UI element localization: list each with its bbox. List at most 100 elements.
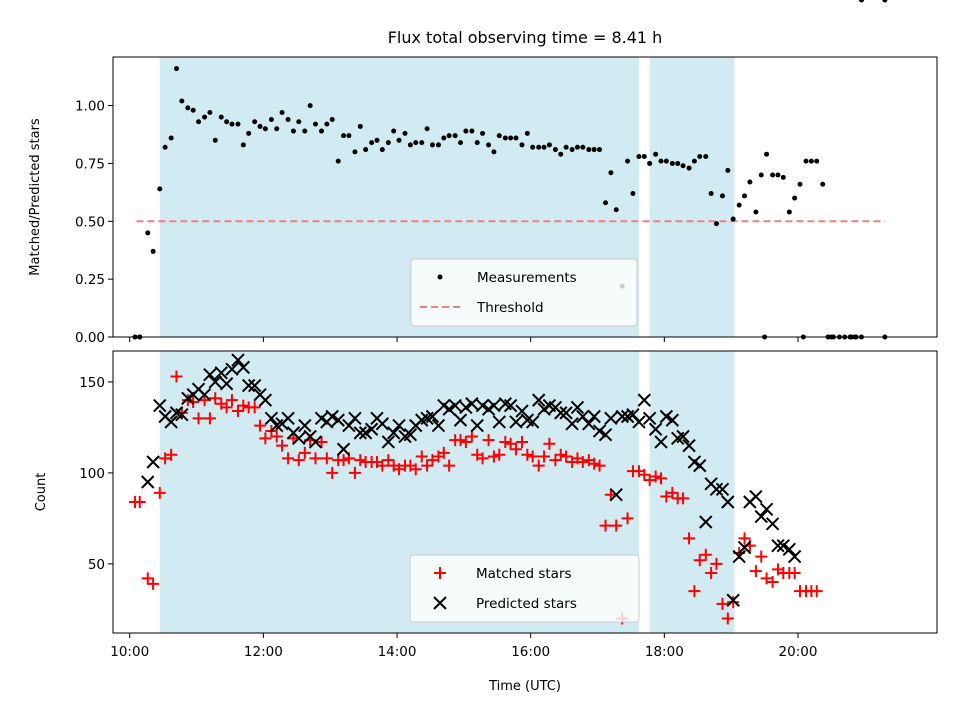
bottom-y-ticks: 50 100 150 [79,375,113,573]
matched-star-point [621,512,634,525]
matched-star-point [276,439,289,452]
measurement-point [630,191,636,197]
y-tick-label: 0.75 [75,156,105,172]
matched-star-point [141,572,154,585]
predicted-star-point [465,397,479,411]
measurement-point [736,202,742,208]
top-y-ticks: 0.00 0.25 0.50 0.75 1.00 [75,99,113,346]
top-panel: 0.00 0.25 0.50 0.75 1.00 Matched/Predicted s… [28,0,938,346]
top-y-axis-label: Matched/Predicted stars [28,118,43,276]
measurement-point [391,128,397,134]
measurement-point [758,172,764,178]
measurement-point [653,151,659,157]
measurement-point [558,151,564,157]
measurement-point [775,172,781,178]
matched-star-point [499,435,512,448]
y-tick-label: 50 [88,557,105,573]
legend-matched-marker [434,567,446,579]
measurement-point [680,163,686,169]
top-axes-frame [112,56,938,338]
measurement-point [413,140,419,146]
measurement-point [369,140,375,146]
measurement-point [569,147,575,153]
predicted-star-point [431,418,446,433]
predicted-star-point [682,438,696,453]
measurement-point [808,158,814,164]
measurement-point [429,142,435,148]
measurement-point [591,147,597,153]
measurement-point [341,133,347,139]
predicted-star-point [592,424,607,438]
measurement-point [268,116,274,122]
measurement-point [173,66,179,72]
matched-star-point [187,395,200,408]
measurement-point [224,119,230,125]
predicted-star-point [358,426,373,440]
predicted-star-point [765,517,780,531]
matched-star-point [660,490,673,503]
matched-star-point [393,463,406,476]
measurement-point [513,135,519,141]
x-tick-label: 10:00 [110,644,149,660]
legend-predicted-label: Predicted stars [476,596,577,612]
measurement-point [385,140,391,146]
predicted-star-point [141,475,155,489]
measurement-point [190,107,196,113]
matched-star-point [203,412,216,425]
measurement-point [753,209,759,215]
matched-star-point [482,434,495,447]
measurement-point [218,114,224,120]
predicted-star-point [565,417,579,431]
measurement-point [792,195,798,201]
measurement-point [502,135,508,141]
measurement-point [212,137,218,143]
measurement-point [285,116,291,122]
matched-star-point [810,585,823,598]
predicted-star-point [225,362,239,376]
predicted-star-point [637,393,651,407]
predicted-star-point [208,375,222,389]
predicted-star-point [515,404,529,418]
matched-star-point [133,496,146,509]
predicted-star-point [570,400,585,415]
legend-measurements-label: Measurements [477,270,577,286]
measurement-point [157,186,163,192]
matched-star-point [549,454,562,467]
measurement-point [636,154,642,160]
measurement-point [597,147,603,153]
measurement-point [441,135,447,141]
predicted-star-point [659,409,674,424]
matched-star-point [443,459,456,472]
predicted-star-point [375,417,390,431]
matched-star-point [409,463,422,476]
measurement-point [486,142,492,148]
predicted-star-point [392,418,406,433]
measurement-point [307,103,313,109]
measurement-point [407,142,413,148]
predicted-star-point [475,398,490,413]
predicted-star-point [308,435,323,449]
predicted-star-point [241,378,256,393]
matched-star-point [699,548,712,561]
predicted-star-point [448,398,462,413]
measurement-point [797,181,803,187]
matched-star-point [788,566,801,579]
matched-star-point [683,532,696,545]
measurement-point [162,144,168,150]
y-tick-label: 1.00 [75,99,105,115]
matched-star-point [382,454,395,467]
measurement-point [658,158,664,164]
predicted-star-point [281,411,295,426]
predicted-star-point [721,495,735,509]
predicted-star-point [197,387,212,402]
measurement-point [730,216,736,222]
matched-star-point [760,572,773,585]
matched-star-point [543,437,556,450]
measurement-point [363,147,369,153]
measurement-point [329,116,335,122]
predicted-star-point [715,482,730,496]
predicted-star-point [654,435,668,449]
predicted-star-point [709,482,724,496]
